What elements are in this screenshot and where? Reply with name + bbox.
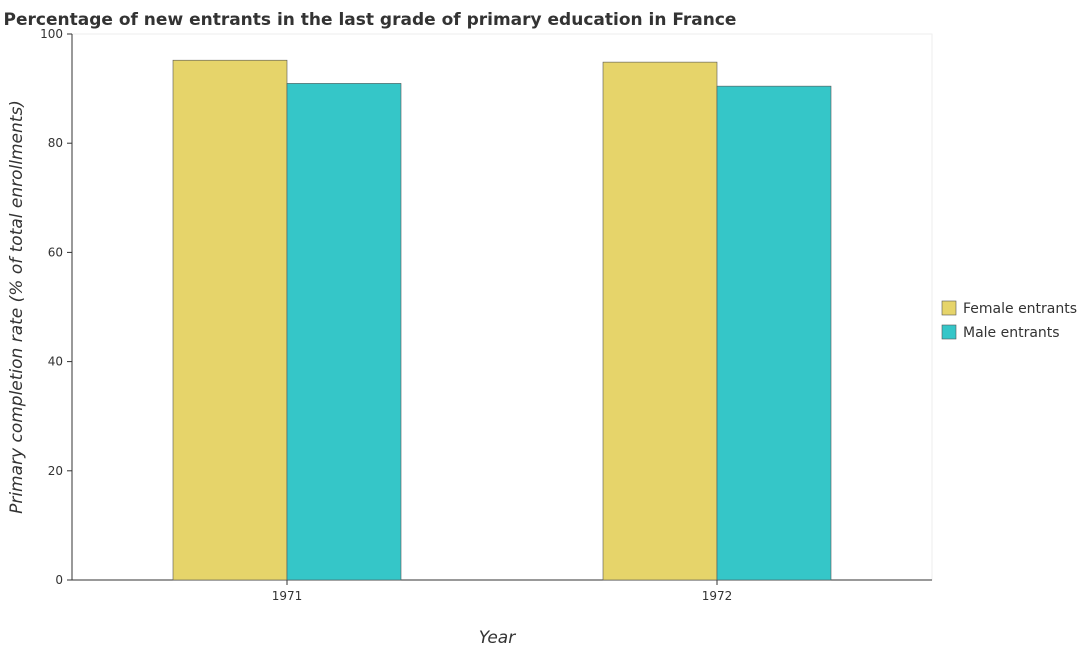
y-tick-label: 20 xyxy=(48,464,63,478)
x-axis-label: Year xyxy=(479,628,516,648)
bars xyxy=(172,59,832,581)
legend-label: Male entrants xyxy=(963,325,1060,341)
y-tick-label: 0 xyxy=(55,573,63,587)
y-tick-label: 80 xyxy=(48,136,63,150)
y-axis-label: Primary completion rate (% of total enro… xyxy=(7,100,27,514)
bar-male-entrants-1972 xyxy=(716,85,832,581)
x-tick-label: 1971 xyxy=(272,589,303,603)
y-ticks: 0 20 40 60 80 100 xyxy=(40,27,72,587)
bar-male-entrants-1971 xyxy=(286,83,402,581)
legend-swatch xyxy=(941,300,957,316)
chart-title: Percentage of new entrants in the last g… xyxy=(4,10,737,30)
y-tick-label: 60 xyxy=(48,245,63,259)
y-tick-label: 100 xyxy=(40,27,63,41)
x-ticks: 1971 1972 xyxy=(272,580,733,603)
y-tick-label: 40 xyxy=(48,355,63,369)
bar-female-entrants-1971 xyxy=(172,59,288,581)
legend-swatch xyxy=(941,324,957,340)
legend-label: Female entrants xyxy=(963,301,1077,317)
bar-female-entrants-1972 xyxy=(602,61,718,581)
x-tick-label: 1972 xyxy=(702,589,733,603)
legend: Female entrants Male entrants xyxy=(941,300,1077,341)
